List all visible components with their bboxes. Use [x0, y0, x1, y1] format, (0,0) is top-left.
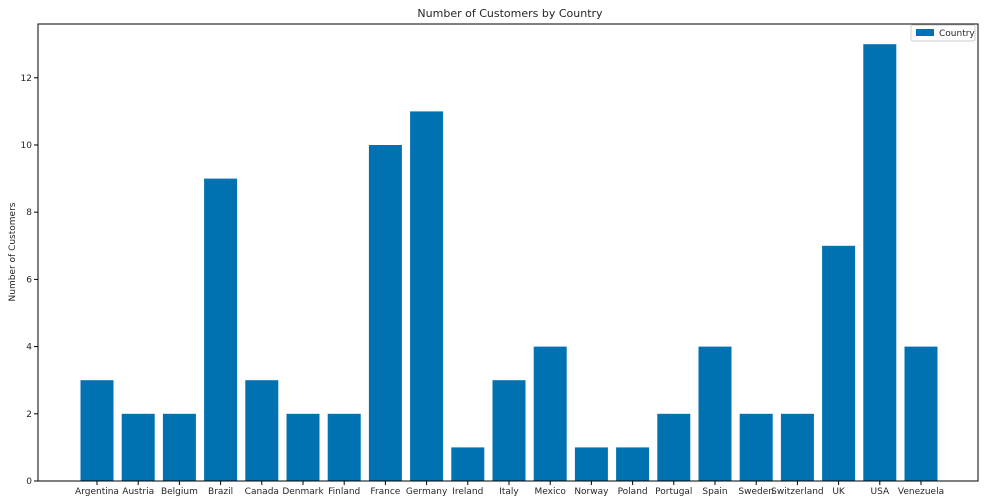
x-tick-label: Austria [122, 487, 154, 497]
bar-brazil [204, 178, 238, 481]
y-tick-label: 12 [21, 74, 32, 84]
bar-denmark [286, 413, 320, 481]
y-tick-label: 0 [26, 477, 32, 487]
x-tick-label: UK [832, 487, 846, 497]
bar-usa [863, 44, 897, 481]
x-tick-label: Argentina [75, 487, 119, 497]
bar-switzerland [780, 413, 814, 481]
x-tick-label: Denmark [282, 487, 324, 497]
x-tick-label: France [370, 487, 400, 497]
y-axis-label: Number of Customers [8, 202, 18, 301]
x-tick-label: Brazil [208, 487, 233, 497]
bar-sweden [739, 413, 773, 481]
y-axis-ticks: 0 2 4 6 8 10 12 [21, 74, 38, 487]
x-tick-label: Venezuela [898, 487, 944, 497]
x-tick-label: Spain [702, 487, 727, 497]
y-tick-label: 4 [26, 343, 32, 353]
bar-italy [492, 380, 526, 481]
bar-finland [327, 413, 361, 481]
x-tick-label: Belgium [161, 487, 198, 497]
chart-title: Number of Customers by Country [417, 7, 603, 20]
x-tick-label: Norway [574, 487, 609, 497]
legend-label: Country [939, 29, 975, 39]
bar-argentina [80, 380, 114, 481]
bars-group [80, 44, 938, 482]
x-tick-label: USA [870, 487, 889, 497]
bar-poland [616, 447, 650, 481]
bar-norway [574, 447, 608, 481]
x-tick-label: Mexico [534, 487, 566, 497]
bar-spain [698, 346, 732, 481]
bar-germany [410, 111, 444, 482]
bar-austria [121, 413, 155, 481]
bar-canada [245, 380, 279, 481]
y-tick-label: 6 [26, 275, 32, 285]
x-tick-label: Canada [245, 487, 279, 497]
x-tick-label: Sweden [738, 487, 774, 497]
bar-belgium [162, 413, 196, 481]
x-tick-label: Poland [618, 487, 648, 497]
bar-portugal [657, 413, 691, 481]
bar-ireland [451, 447, 485, 481]
y-tick-label: 10 [21, 141, 33, 151]
legend-swatch [916, 29, 934, 36]
x-axis-ticks: Argentina Austria Belgium Brazil Canada Denma… [75, 481, 944, 497]
bar-venezuela [904, 346, 938, 481]
x-tick-label: Germany [406, 487, 448, 497]
x-tick-label: Switzerland [771, 487, 824, 497]
plot-frame [37, 23, 979, 482]
bar-mexico [533, 346, 567, 481]
bar-france [368, 145, 402, 481]
y-tick-label: 2 [26, 410, 32, 420]
x-tick-label: Italy [499, 487, 519, 497]
y-tick-label: 8 [26, 208, 32, 218]
x-tick-label: Ireland [452, 487, 483, 497]
bar-uk [822, 245, 856, 481]
x-tick-label: Finland [328, 487, 360, 497]
x-tick-label: Portugal [655, 487, 692, 497]
legend: Country [910, 24, 976, 42]
